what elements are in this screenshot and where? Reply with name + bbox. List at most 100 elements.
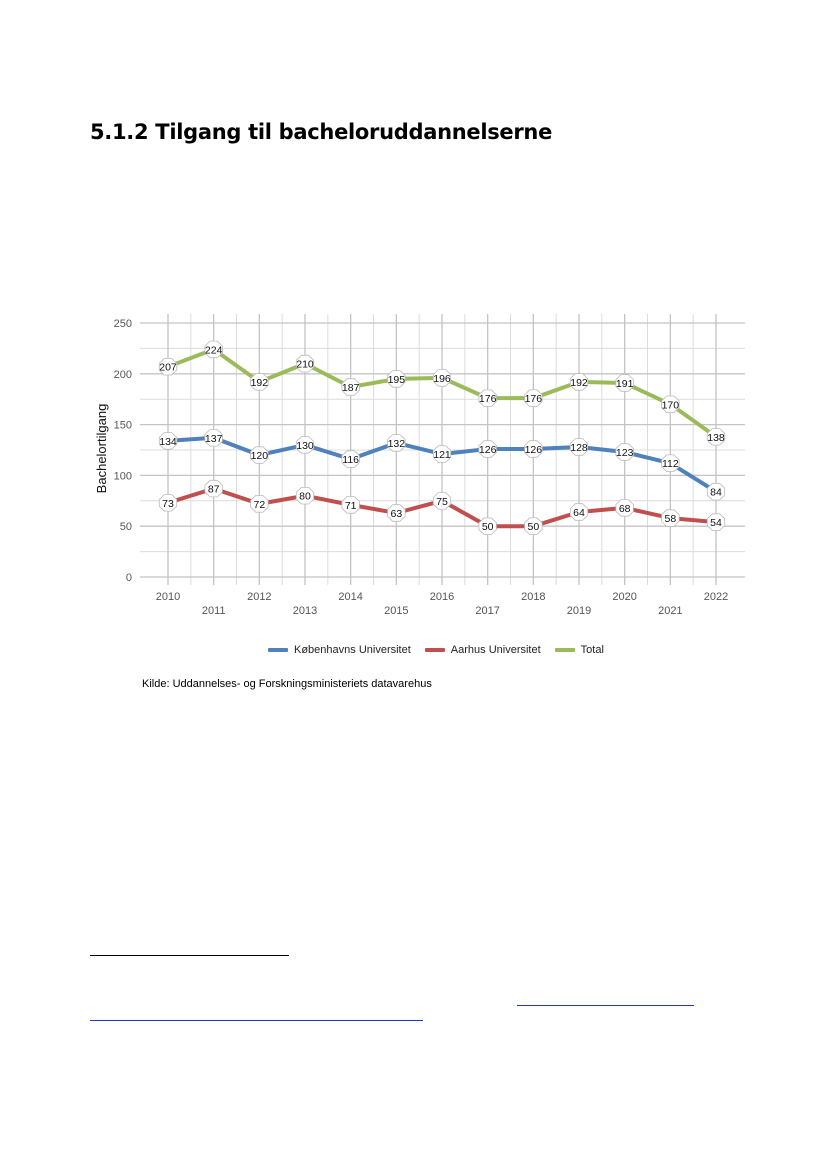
data-label-badge [569,373,589,391]
data-label: 170 [662,399,680,411]
data-label: 130 [296,440,314,452]
legend-item-ku: Københavns Universitet [268,644,411,656]
data-label: 112 [662,458,679,470]
data-label-badge [615,443,634,461]
data-label-badge [478,389,497,407]
y-tick-label: 200 [114,369,132,381]
data-label-badge [615,499,634,517]
data-label: 75 [436,496,448,508]
x-tick-label: 2012 [247,591,271,603]
data-label: 207 [159,362,177,374]
data-label-badge [341,450,360,468]
footnote-separator [90,955,289,956]
data-label: 137 [205,433,223,445]
x-tick-label: 2010 [156,591,180,603]
data-label-badge [387,504,406,522]
data-label: 195 [388,374,406,386]
data-label-badge [432,492,452,510]
data-label: 80 [299,491,311,503]
x-tick-label: 2011 [202,605,226,617]
x-tick-label: 2013 [293,605,317,617]
x-tick-label: 2018 [521,591,545,603]
data-label: 191 [616,378,634,390]
data-label: 192 [251,377,269,389]
data-label: 63 [390,508,402,520]
x-tick-label: 2014 [338,591,362,603]
legend-label-au: Aarhus Universitet [450,644,541,656]
data-label: 120 [251,450,269,462]
data-label-badge [661,395,680,413]
x-tick-label: 2021 [658,605,682,617]
data-label-badge [615,374,634,392]
link-underline [517,1005,694,1006]
data-label: 58 [664,513,676,525]
data-label: 64 [573,507,585,519]
x-tick-label: 2020 [612,591,636,603]
x-tick-label: 2016 [430,591,454,603]
data-label-badge [295,436,315,454]
data-label-badge [158,494,178,512]
legend-swatch-ku [268,648,288,652]
data-label-badge [341,496,360,514]
legend-item-au: Aarhus Universitet [424,644,541,656]
data-label-badge [524,389,543,407]
data-label: 132 [388,438,406,450]
legend-label-total: Total [580,644,604,656]
data-label: 126 [525,444,543,456]
data-label: 71 [345,500,357,512]
data-label: 176 [525,393,543,405]
source-note: Kilde: Uddannelses- og Forskningsministe… [142,678,432,690]
link-underline-continued [90,1020,423,1021]
data-label-badge [478,440,497,458]
data-label-badge [706,513,726,531]
x-tick-label: 2017 [475,605,499,617]
data-label-badge [204,340,223,359]
data-label: 224 [205,344,223,356]
legend-item-total: Total [554,644,604,656]
data-label-badge [661,454,680,472]
data-label: 123 [616,447,634,459]
data-label: 138 [707,432,725,444]
data-label-badge [478,517,497,535]
section-heading: 5.1.2 Tilgang til bacheloruddannelserne [90,120,553,144]
data-label: 192 [570,377,588,389]
data-label-badge [295,486,315,505]
y-tick-label: 50 [120,521,132,533]
data-label-badge [387,370,406,388]
data-label: 50 [527,521,539,533]
data-label-badge [706,482,726,501]
data-label: 210 [296,359,314,371]
data-label: 84 [710,487,722,499]
y-axis-label: Bachelortilgang [94,404,109,494]
data-label-badge [569,503,589,521]
y-tick-label: 150 [114,420,132,432]
data-label-badge [204,429,223,447]
y-tick-label: 100 [114,470,132,482]
data-label-badge [341,378,360,396]
data-label-badge [158,358,178,376]
x-tick-label: 2019 [567,605,591,617]
data-label: 68 [619,503,631,515]
y-tick-label: 0 [126,572,132,584]
data-label: 121 [433,449,451,461]
data-label-badge [204,479,223,498]
data-label-badge [706,428,726,446]
data-label: 187 [342,382,360,394]
data-label: 196 [433,373,451,385]
data-label-badge [387,434,406,452]
data-label-badge [432,445,452,463]
data-label-badge [250,495,269,513]
x-tick-label: 2022 [704,591,728,603]
data-label-badge [158,432,178,450]
chart-legend: Københavns Universitet Aarhus Universite… [268,644,604,656]
data-label: 134 [159,436,177,448]
data-label-badge [661,509,680,527]
data-label: 116 [342,454,359,466]
data-label-badge [295,354,315,373]
data-label-badge [524,440,543,458]
data-label: 87 [208,484,220,496]
data-label-badge [569,438,589,456]
line-chart: 0 50 100 150 200 250 2010 2011 2012 2013 2014 2015 2… [94,314,745,617]
data-label-badge [432,369,452,387]
legend-swatch-au [424,648,445,652]
